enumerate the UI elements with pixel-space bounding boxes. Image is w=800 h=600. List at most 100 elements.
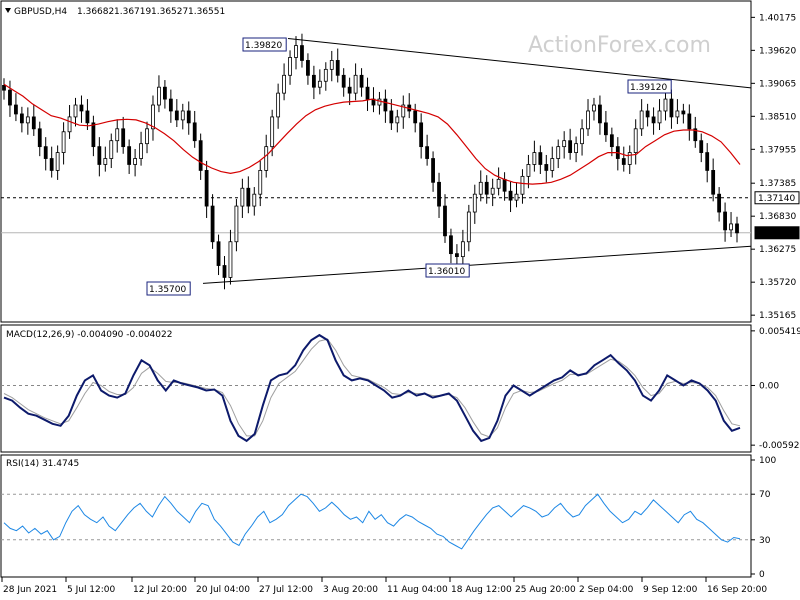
candle-body [556, 146, 561, 159]
candle-body [437, 181, 441, 207]
candle-body [627, 152, 632, 165]
candle-body [198, 140, 203, 171]
candle-body [115, 128, 120, 142]
candle-body [455, 253, 459, 258]
candle [574, 136, 578, 163]
candle [276, 83, 281, 129]
candle [472, 184, 477, 224]
macd-tick-label: 0.00 [759, 381, 779, 391]
candle [484, 175, 489, 204]
candle [306, 53, 310, 85]
price-tick-label: 1.36275 [759, 245, 796, 255]
candle-body [496, 178, 501, 189]
time-tick-label: 5 Jul 12:00 [67, 585, 116, 595]
price-lines [1, 37, 752, 284]
candle [145, 121, 149, 154]
candle [681, 103, 686, 124]
candle-body [419, 122, 424, 148]
candle [598, 95, 602, 135]
time-tick-label: 27 Jul 12:00 [259, 585, 313, 595]
price-axis: 1.40175 1.39620 1.39065 1.38510 1.37955 1.373… [751, 13, 796, 321]
price-tick-label: 1.39065 [759, 79, 796, 89]
candle-body [639, 110, 644, 130]
candle [729, 212, 733, 237]
candle-body [687, 113, 692, 130]
candle-body [186, 110, 191, 124]
candle [192, 110, 197, 148]
candle-body [633, 128, 638, 153]
candle [8, 80, 12, 117]
rsi-label: RSI(14) 31.4745 [6, 459, 79, 469]
time-tick-label: 12 Jul 20:00 [133, 585, 187, 595]
candle-body [109, 140, 114, 159]
candle [246, 176, 251, 214]
candle-body [317, 80, 322, 88]
candle-body [91, 122, 96, 148]
candle-body [61, 131, 66, 153]
low-2-label-text: 1.36010 [428, 267, 465, 277]
candle [365, 77, 370, 111]
candle-body [216, 241, 221, 266]
candle [431, 151, 435, 192]
candle [562, 131, 567, 159]
candle [288, 50, 292, 85]
time-tick-label: 16 Sep 20:00 [707, 585, 767, 595]
candle-body [163, 86, 167, 100]
candle [228, 229, 233, 285]
macd-tick-label: 0.005419 [759, 327, 800, 337]
price-tick-label: 1.35720 [759, 278, 796, 288]
price-tick-label: 1.37385 [759, 179, 796, 189]
high-1-label-text: 1.39820 [245, 41, 282, 51]
rsi-tick-label: 0 [759, 570, 765, 580]
candle [121, 116, 126, 154]
candle [234, 198, 239, 252]
candle-body [669, 98, 674, 118]
candle-body [538, 152, 543, 165]
candle-body [651, 116, 656, 124]
candle-body [449, 235, 453, 255]
high-1-label: 1.39820 [242, 37, 287, 52]
high-2-label-text: 1.39120 [630, 83, 667, 93]
candle [532, 140, 537, 172]
candle [544, 154, 549, 183]
low-1-label-box [146, 281, 191, 296]
candle [419, 113, 424, 159]
time-tick-label: 25 Aug 20:00 [515, 585, 576, 595]
candle-body [466, 211, 471, 243]
candle-body [484, 181, 489, 195]
current-price-tag-box [754, 226, 800, 240]
candle-body [306, 60, 310, 76]
candle-body [228, 241, 233, 278]
candle [19, 106, 24, 133]
macd-line [3, 333, 741, 443]
candle [91, 115, 96, 157]
candle [514, 182, 519, 208]
candle [300, 33, 304, 68]
candle-body [508, 190, 513, 201]
macd-panel [0, 324, 752, 453]
header-open: 1.36682 [77, 7, 114, 17]
candle-body [180, 110, 185, 121]
candle [639, 99, 644, 136]
candle [520, 169, 525, 204]
candle [460, 229, 465, 264]
level-price-tag-box [754, 191, 800, 205]
lower-trend-line [202, 245, 752, 284]
candle [270, 109, 275, 157]
candle-body [192, 122, 197, 142]
price-tick-label: 1.38510 [759, 112, 796, 122]
candle-body [693, 128, 698, 142]
candle-body [377, 98, 382, 106]
candle [49, 146, 54, 178]
candle-body [300, 45, 304, 61]
candle-body [592, 104, 596, 112]
candle [651, 107, 656, 135]
candle [443, 194, 447, 243]
rsi-indicator: 100 70 30 0 [1, 456, 776, 580]
candle [341, 68, 346, 97]
candle-body [603, 122, 608, 136]
candle-body [478, 181, 483, 195]
candle-body [151, 104, 155, 130]
macd-indicator: 0.005419 0.00 -0.005921 [1, 327, 800, 451]
